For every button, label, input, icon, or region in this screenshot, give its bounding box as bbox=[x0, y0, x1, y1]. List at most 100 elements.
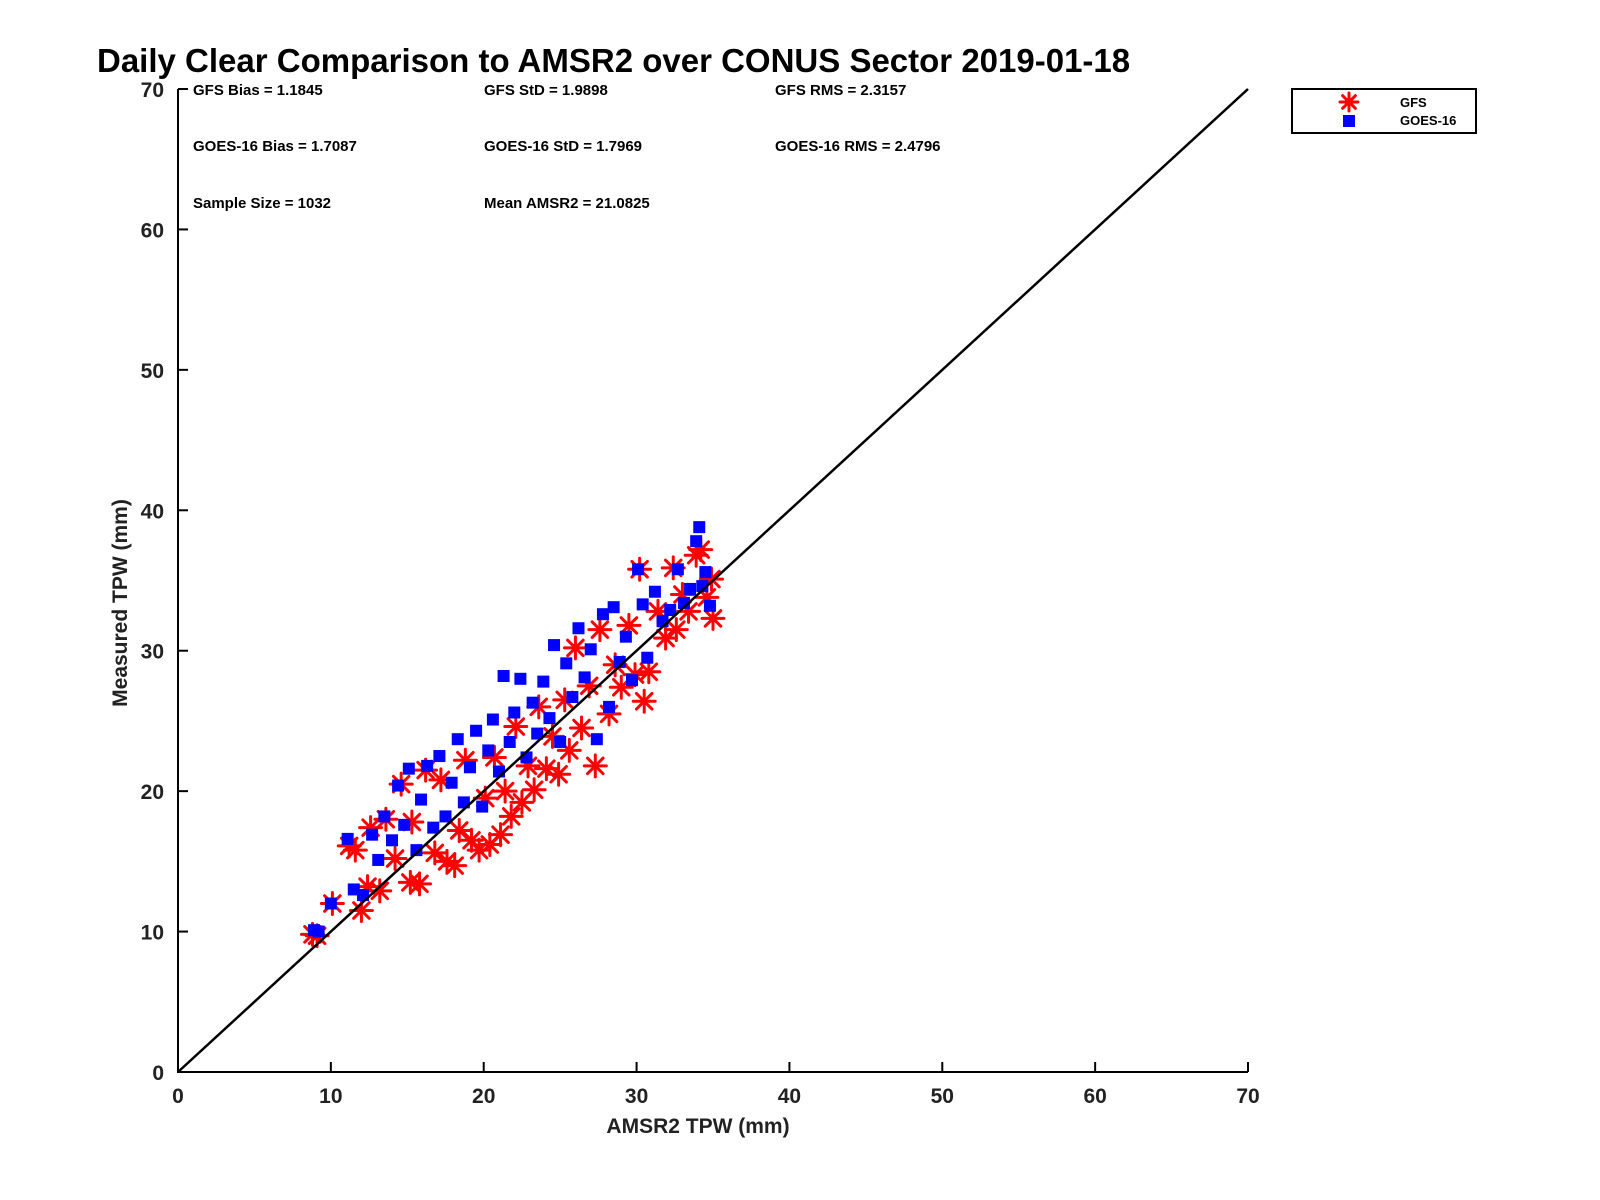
y-tick-label: 0 bbox=[152, 1062, 164, 1085]
goes-16-point bbox=[531, 727, 544, 740]
plot-area: 0 10 20 30 40 50 60 70 0 10 20 30 40 50 60 70 bbox=[141, 79, 1260, 1108]
goes-16-point bbox=[427, 821, 440, 834]
goes-16-point bbox=[378, 810, 391, 823]
goes-16-point bbox=[632, 563, 645, 576]
gfs-point bbox=[498, 803, 524, 829]
y-tick-label: 70 bbox=[141, 79, 164, 102]
goes-16-point bbox=[366, 828, 379, 841]
stat-sample-size: Sample Size = 1032 bbox=[193, 195, 331, 212]
stat-mean-amsr2: Mean AMSR2 = 21.0825 bbox=[484, 195, 650, 212]
goes-16-point bbox=[625, 674, 638, 687]
legend-goes-label: GOES-16 bbox=[1400, 113, 1456, 128]
gfs-point bbox=[446, 817, 472, 843]
goes-16-point bbox=[392, 779, 405, 792]
stat-goes-bias: GOES-16 Bias = 1.7087 bbox=[193, 138, 357, 155]
data-points bbox=[300, 521, 726, 949]
x-tick-label: 50 bbox=[931, 1085, 954, 1108]
goes-16-point bbox=[421, 759, 434, 772]
stat-gfs-rms: GFS RMS = 2.3157 bbox=[775, 82, 906, 99]
gfs-point bbox=[442, 853, 468, 879]
gfs-point bbox=[422, 840, 448, 866]
y-tick-label: 20 bbox=[141, 781, 164, 804]
goes-16-point bbox=[439, 810, 452, 823]
goes-16-point bbox=[433, 750, 446, 763]
gfs-point bbox=[582, 753, 608, 779]
x-axis-label: AMSR2 TPW (mm) bbox=[606, 1115, 789, 1138]
goes-16-point bbox=[664, 603, 677, 616]
gfs-point bbox=[631, 688, 657, 714]
legend-goes-marker bbox=[1343, 115, 1355, 127]
goes-16-point bbox=[636, 598, 649, 611]
gfs-point bbox=[503, 714, 529, 740]
y-tick-label: 50 bbox=[141, 360, 164, 383]
goes-16-point bbox=[671, 563, 684, 576]
goes-16-point bbox=[641, 651, 654, 664]
goes-16-point bbox=[415, 793, 428, 806]
gfs-point bbox=[509, 789, 535, 815]
gfs-point bbox=[407, 871, 433, 897]
y-tick-label: 30 bbox=[141, 641, 164, 664]
legend: GFS GOES-16 bbox=[1291, 88, 1477, 134]
goes-16-point bbox=[445, 776, 458, 789]
gfs-point bbox=[546, 761, 572, 787]
x-tick-label: 70 bbox=[1236, 1085, 1259, 1108]
goes-16-point bbox=[402, 762, 415, 775]
goes-16-point bbox=[566, 691, 579, 704]
goes-16-point bbox=[463, 761, 476, 774]
identity-line bbox=[177, 88, 1249, 1073]
gfs-point bbox=[663, 617, 689, 643]
y-axis-ticks: 0 10 20 30 40 50 60 70 bbox=[141, 79, 188, 1085]
goes-16-point bbox=[451, 733, 464, 746]
legend-asterisk-icon bbox=[1338, 91, 1360, 113]
y-tick-label: 40 bbox=[141, 500, 164, 523]
stat-goes-rms: GOES-16 RMS = 2.4796 bbox=[775, 138, 941, 155]
goes-16-point bbox=[470, 724, 483, 737]
goes-16-point bbox=[596, 608, 609, 621]
goes-16-point bbox=[503, 735, 516, 748]
goes-16-point bbox=[486, 713, 499, 726]
goes-16-point bbox=[476, 800, 489, 813]
goes-16-point bbox=[572, 622, 585, 635]
gfs-point bbox=[587, 617, 613, 643]
x-tick-label: 0 bbox=[172, 1085, 184, 1108]
goes-16-point bbox=[410, 844, 423, 857]
x-tick-label: 40 bbox=[778, 1085, 801, 1108]
goes-16-point bbox=[398, 818, 411, 831]
x-tick-label: 30 bbox=[625, 1085, 648, 1108]
x-tick-label: 60 bbox=[1083, 1085, 1106, 1108]
gfs-point bbox=[481, 744, 507, 770]
goes-16-point bbox=[514, 672, 527, 685]
x-tick-label: 20 bbox=[472, 1085, 495, 1108]
gfs-point bbox=[342, 837, 368, 863]
goes-16-point bbox=[497, 669, 510, 682]
goes-16-point bbox=[603, 700, 616, 713]
goes-16-point bbox=[526, 696, 539, 709]
stat-goes-std: GOES-16 StD = 1.7969 bbox=[484, 138, 642, 155]
gfs-point bbox=[492, 778, 518, 804]
gfs-point bbox=[562, 635, 588, 661]
goes-16-point bbox=[693, 521, 706, 534]
x-axis-ticks: 0 10 20 30 40 50 60 70 bbox=[172, 1062, 1260, 1108]
goes-16-point bbox=[607, 601, 620, 614]
goes-16-point bbox=[699, 566, 712, 579]
gfs-point bbox=[367, 878, 393, 904]
goes-16-point bbox=[690, 535, 703, 548]
goes-16-point bbox=[703, 599, 716, 612]
goes-16-point bbox=[543, 712, 556, 725]
goes-16-point bbox=[324, 897, 337, 910]
goes-16-point bbox=[482, 744, 495, 757]
goes-16-point bbox=[508, 706, 521, 719]
goes-16-point bbox=[537, 675, 550, 688]
goes-16-point bbox=[560, 657, 573, 670]
goes-16-point bbox=[548, 639, 561, 652]
y-tick-label: 10 bbox=[141, 922, 164, 945]
legend-box bbox=[1291, 88, 1477, 134]
goes-16-point bbox=[590, 733, 603, 746]
goes-16-point bbox=[372, 853, 385, 866]
stat-gfs-std: GFS StD = 1.9898 bbox=[484, 82, 608, 99]
gfs-point bbox=[521, 777, 547, 803]
y-tick-label: 60 bbox=[141, 219, 164, 242]
legend-gfs-marker bbox=[1338, 91, 1360, 113]
goes-16-point bbox=[554, 735, 567, 748]
